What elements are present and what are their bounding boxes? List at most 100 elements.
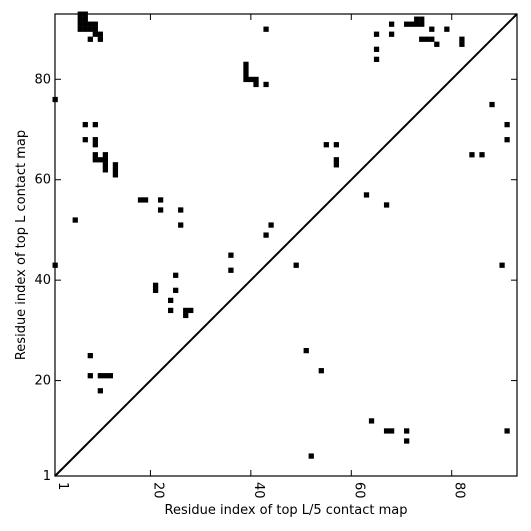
contact-point bbox=[92, 157, 98, 163]
contact-point bbox=[92, 21, 98, 27]
contact-point bbox=[504, 137, 510, 143]
contact-point bbox=[414, 21, 420, 27]
contact-point bbox=[173, 272, 179, 278]
contact-point bbox=[112, 162, 119, 168]
contact-point bbox=[173, 287, 179, 293]
contact-point bbox=[333, 162, 339, 168]
contact-point bbox=[92, 121, 98, 128]
contact-point bbox=[183, 312, 189, 319]
contact-point bbox=[228, 252, 234, 258]
contact-point bbox=[404, 21, 410, 27]
contact-point bbox=[243, 76, 249, 83]
contact-point bbox=[92, 152, 98, 158]
contact-point bbox=[419, 36, 425, 42]
contact-point bbox=[333, 157, 339, 163]
contact-point bbox=[102, 162, 108, 168]
contact-point bbox=[419, 21, 425, 27]
contact-point bbox=[388, 21, 395, 27]
contact-point bbox=[388, 428, 395, 434]
x-tick-label: 80 bbox=[452, 482, 467, 499]
y-tick-label: 20 bbox=[34, 374, 51, 389]
contact-point bbox=[383, 428, 390, 434]
contact-point bbox=[404, 428, 410, 434]
contact-point bbox=[479, 152, 485, 158]
contact-point bbox=[303, 347, 309, 354]
x-tick-label: 60 bbox=[351, 482, 366, 499]
contact-point bbox=[137, 197, 144, 203]
contact-point bbox=[87, 21, 93, 27]
contact-point bbox=[499, 262, 505, 268]
contact-point bbox=[373, 46, 380, 52]
contact-point bbox=[92, 137, 98, 143]
contact-point bbox=[152, 287, 159, 293]
contact-point bbox=[268, 222, 274, 228]
contact-point bbox=[87, 352, 93, 359]
diagonal-line bbox=[54, 13, 518, 477]
contact-point bbox=[82, 137, 88, 143]
contact-point bbox=[97, 31, 103, 37]
contact-point bbox=[112, 172, 119, 178]
contact-point bbox=[459, 41, 465, 47]
contact-point bbox=[504, 121, 510, 128]
y-tick-label: 1 bbox=[43, 469, 51, 484]
contact-point bbox=[87, 26, 93, 32]
x-tick-label: 20 bbox=[150, 482, 165, 499]
contact-point bbox=[168, 307, 174, 314]
contact-point bbox=[373, 56, 380, 62]
contact-point bbox=[373, 31, 380, 37]
contact-point bbox=[424, 36, 430, 42]
contact-point bbox=[92, 31, 98, 37]
contact-point bbox=[253, 81, 259, 88]
contact-point bbox=[228, 267, 234, 273]
contact-point bbox=[102, 152, 108, 158]
contact-point bbox=[434, 41, 440, 47]
contact-point bbox=[459, 36, 465, 42]
contact-point bbox=[243, 71, 249, 78]
contact-point bbox=[504, 428, 510, 434]
contact-point bbox=[107, 373, 114, 379]
contact-point bbox=[404, 438, 410, 444]
contact-point bbox=[82, 16, 88, 22]
plot-frame bbox=[54, 13, 518, 477]
contact-point bbox=[383, 202, 390, 208]
contact-point bbox=[112, 167, 119, 173]
y-tick-label: 80 bbox=[34, 72, 51, 87]
contact-point bbox=[419, 16, 425, 22]
contact-point bbox=[97, 388, 103, 394]
contact-point bbox=[178, 222, 184, 228]
y-axis-label: Residue index of top L contact map bbox=[14, 130, 29, 360]
contact-point bbox=[72, 217, 78, 223]
contact-point bbox=[243, 66, 249, 73]
contact-point bbox=[409, 21, 415, 27]
contact-point bbox=[77, 16, 83, 22]
y-tick-label: 60 bbox=[34, 173, 51, 188]
contact-point bbox=[248, 76, 254, 83]
contact-point bbox=[429, 26, 435, 32]
contact-point bbox=[444, 26, 450, 32]
contact-point bbox=[333, 142, 339, 148]
contact-point bbox=[87, 36, 93, 42]
contact-point bbox=[318, 368, 324, 374]
contact-point bbox=[188, 307, 194, 314]
x-axis-label: Residue index of top L/5 contact map bbox=[165, 503, 408, 518]
contact-point bbox=[157, 197, 164, 203]
contact-point bbox=[142, 197, 149, 203]
contact-point bbox=[388, 31, 395, 37]
contact-point bbox=[243, 61, 249, 67]
contact-point bbox=[263, 232, 269, 238]
contact-point bbox=[102, 167, 108, 173]
contact-point bbox=[469, 152, 475, 158]
contact-point bbox=[489, 101, 495, 108]
contact-point bbox=[168, 297, 174, 304]
contact-point bbox=[82, 121, 88, 128]
contact-point bbox=[263, 81, 269, 88]
contact-point bbox=[77, 21, 83, 27]
contact-point bbox=[102, 157, 108, 163]
contact-point bbox=[368, 418, 375, 424]
contact-point bbox=[263, 26, 269, 32]
contact-point bbox=[363, 192, 370, 198]
contact-point bbox=[82, 21, 88, 27]
contact-point bbox=[414, 16, 420, 22]
contact-point bbox=[92, 142, 98, 148]
